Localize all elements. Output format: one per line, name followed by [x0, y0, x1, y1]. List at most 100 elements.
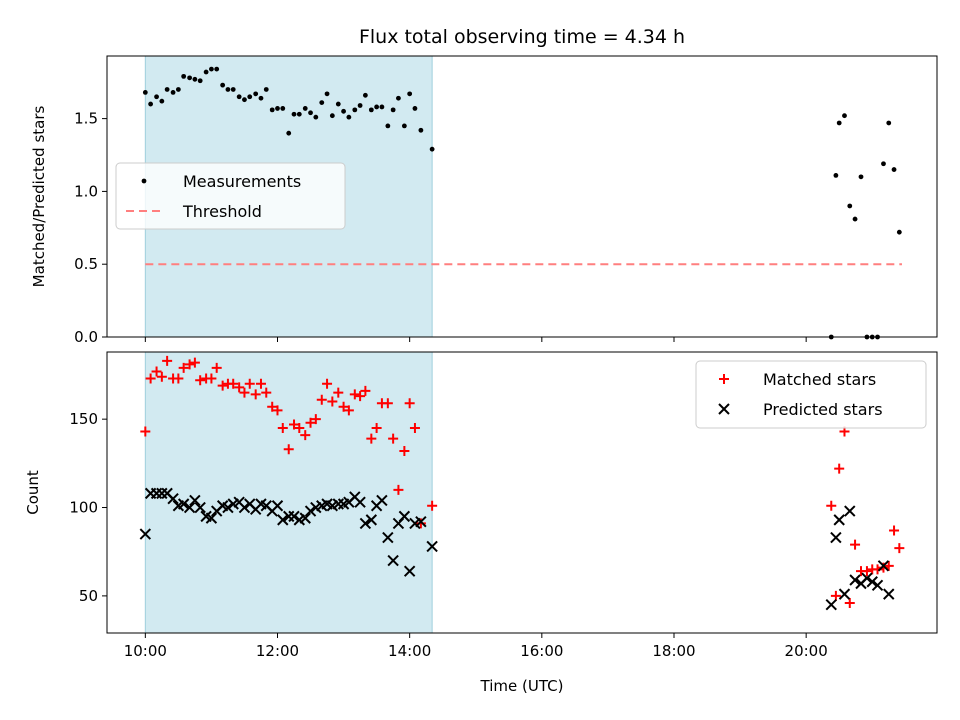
data-point	[313, 115, 318, 120]
data-point	[867, 577, 877, 587]
data-point	[886, 121, 891, 126]
data-point	[264, 87, 269, 92]
data-point	[418, 128, 423, 133]
panel-1: 0.0 0.5 1.0 1.5 Matched/Predicted stars Measu…	[30, 56, 937, 346]
data-point	[430, 147, 435, 152]
x-axis-label: Time (UTC)	[480, 677, 564, 695]
data-point	[845, 598, 855, 608]
data-point	[192, 77, 197, 82]
x-tick-label: 18:00	[652, 642, 695, 660]
data-point	[176, 87, 181, 92]
data-point	[884, 589, 894, 599]
data-point	[165, 87, 170, 92]
data-point	[148, 102, 153, 107]
data-point	[154, 94, 159, 99]
data-point	[363, 93, 368, 98]
data-point	[198, 78, 203, 83]
data-point	[859, 174, 864, 179]
data-point	[209, 67, 214, 72]
data-point	[220, 83, 225, 88]
data-point	[878, 563, 888, 573]
legend-label: Measurements	[183, 172, 301, 191]
data-point	[834, 515, 844, 525]
x-tick-label: 10:00	[124, 642, 167, 660]
data-point	[839, 589, 849, 599]
data-point	[396, 96, 401, 101]
data-point	[319, 100, 324, 105]
x-tick-label: 12:00	[256, 642, 299, 660]
data-point	[889, 525, 899, 535]
legend: Measurements Threshold	[116, 163, 345, 229]
x-tick-label: 20:00	[785, 642, 828, 660]
y-axis-label: Matched/Predicted stars	[30, 106, 48, 288]
data-point	[270, 107, 275, 112]
x-tick-label: 14:00	[388, 642, 431, 660]
data-point	[341, 109, 346, 114]
data-point	[143, 90, 148, 95]
data-point	[253, 91, 258, 96]
data-point	[159, 99, 164, 104]
data-point	[242, 97, 247, 102]
data-point	[894, 543, 904, 553]
data-point	[336, 102, 341, 107]
data-point	[892, 167, 897, 172]
panel-2: 5010015010:00 12:00 14:00 16:00 18:00 20:00Co…	[24, 352, 937, 660]
data-point	[286, 131, 291, 136]
data-point	[831, 533, 841, 543]
data-point	[358, 103, 363, 108]
data-point	[842, 113, 847, 118]
data-point	[380, 105, 385, 110]
legend-label: Matched stars	[763, 370, 876, 389]
chart-title: Flux total observing time = 4.34 h	[359, 26, 685, 48]
x-tick-label: 16:00	[520, 642, 563, 660]
data-point	[231, 87, 236, 92]
y-tick-label: 150	[69, 410, 98, 428]
data-point	[308, 110, 313, 115]
data-point	[881, 161, 886, 166]
data-point	[897, 230, 902, 235]
data-point	[280, 106, 285, 111]
data-point	[303, 106, 308, 111]
data-point	[292, 112, 297, 117]
data-point	[402, 123, 407, 128]
data-point	[391, 107, 396, 112]
y-tick-label: 0.0	[74, 328, 98, 346]
legend: Matched stars Predicted stars	[696, 361, 926, 428]
y-tick-label: 1.0	[74, 182, 98, 200]
data-point	[374, 105, 379, 110]
data-point	[837, 121, 842, 126]
data-point	[369, 107, 374, 112]
y-axis-label: Count	[24, 470, 42, 515]
data-point	[413, 106, 418, 111]
chart-panels: 0.0 0.5 1.0 1.5 Matched/Predicted stars Measu…	[24, 56, 937, 660]
data-point	[826, 600, 836, 610]
data-point	[850, 540, 860, 550]
data-point	[853, 217, 858, 222]
data-point	[884, 561, 894, 571]
data-point	[204, 70, 209, 75]
y-tick-label: 1.5	[74, 110, 98, 128]
data-point	[259, 96, 264, 101]
data-point	[181, 74, 186, 79]
y-tick-label: 100	[69, 499, 98, 517]
data-point	[845, 506, 855, 516]
data-point	[407, 91, 412, 96]
observing-span	[145, 352, 432, 633]
data-point	[237, 94, 242, 99]
legend-label: Predicted stars	[763, 400, 883, 419]
y-tick-label: 0.5	[74, 255, 98, 273]
legend-label: Threshold	[182, 202, 262, 221]
data-point	[247, 94, 252, 99]
data-point	[826, 501, 836, 511]
data-point	[187, 75, 192, 80]
legend-swatch	[142, 179, 147, 184]
data-point	[214, 67, 219, 72]
data-point	[346, 115, 351, 120]
data-point	[352, 107, 357, 112]
data-point	[833, 173, 838, 178]
data-point	[297, 112, 302, 117]
data-point	[171, 90, 176, 95]
data-point	[330, 113, 335, 118]
